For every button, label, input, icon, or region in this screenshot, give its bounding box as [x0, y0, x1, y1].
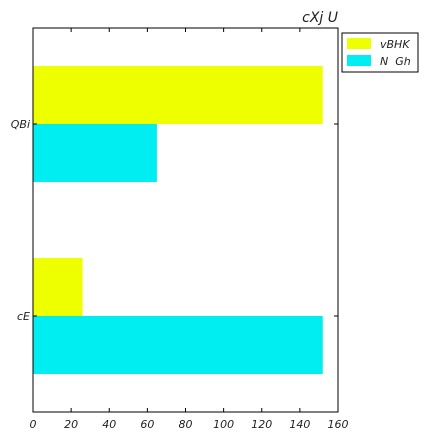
bar-n-gh-ce: [33, 316, 323, 374]
x-tick-label-0: 0: [30, 418, 37, 431]
x-tick-label-160: 160: [328, 418, 349, 431]
legend-swatch-vbhk: [347, 38, 371, 49]
chart-title: cXj U: [302, 10, 338, 26]
x-tick-label-140: 140: [289, 418, 310, 431]
legend: vBHK N Gh: [342, 33, 418, 72]
x-tick-label-40: 40: [102, 418, 116, 431]
y-tick-label-qbi: QBi: [11, 118, 30, 131]
bar-vbhk-ce: [33, 258, 83, 316]
legend-label-vbhk: vBHK: [380, 38, 410, 51]
legend-label-ngh: N Gh: [380, 55, 411, 68]
y-tick-label-ce: cE: [17, 310, 30, 323]
x-tick-label-60: 60: [140, 418, 154, 431]
x-tick-label-20: 20: [64, 418, 78, 431]
x-tick-label-120: 120: [251, 418, 272, 431]
legend-swatch-ngh: [347, 55, 371, 66]
x-tick-label-100: 100: [213, 418, 234, 431]
bar-vbhk-qbi: [33, 66, 323, 124]
bar-n-gh-qbi: [33, 124, 157, 182]
x-tick-label-80: 80: [179, 418, 193, 431]
